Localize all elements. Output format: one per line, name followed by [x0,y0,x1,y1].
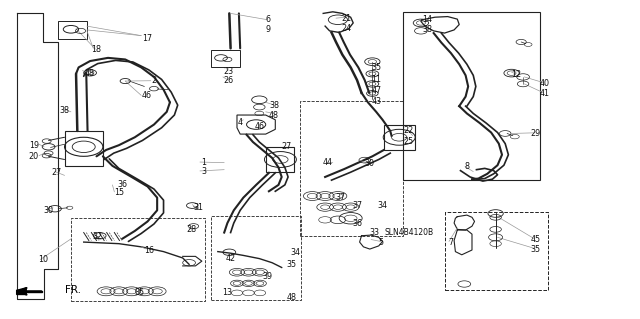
Text: 26: 26 [223,76,234,85]
Text: 12: 12 [511,70,522,79]
Text: 41: 41 [540,89,550,98]
Text: 40: 40 [540,79,550,88]
Text: 38: 38 [269,101,279,110]
Text: 17: 17 [143,34,152,43]
Text: 45: 45 [531,235,541,244]
Text: 44: 44 [323,158,333,167]
Text: 20: 20 [29,152,39,161]
Text: 2: 2 [152,76,157,85]
Text: 9: 9 [265,26,270,34]
Text: 38: 38 [422,26,432,34]
Text: 37: 37 [352,201,362,210]
Text: 23: 23 [223,67,234,76]
Polygon shape [17,291,42,292]
Text: 29: 29 [531,129,541,138]
Text: 35: 35 [135,288,145,297]
Text: 30: 30 [44,206,54,215]
Bar [403,12,540,180]
Text: 27: 27 [52,168,62,177]
Text: 35: 35 [531,245,541,254]
Text: 47: 47 [371,86,381,95]
Text: 3: 3 [201,167,206,176]
Text: 14: 14 [422,15,432,24]
Text: 48: 48 [269,111,279,120]
Text: 30: 30 [365,159,375,168]
Bar [58,21,87,39]
Text: 36: 36 [352,219,362,228]
Bar [211,216,301,300]
Bar [211,50,240,67]
Text: SLN4B4120B: SLN4B4120B [385,228,434,237]
Bar [445,211,548,290]
Text: 34: 34 [378,201,388,210]
Text: 46: 46 [141,92,151,100]
Text: 10: 10 [38,255,48,264]
Text: 4: 4 [237,117,243,127]
Text: 6: 6 [265,15,270,24]
Text: 35: 35 [286,260,296,269]
Text: 46: 46 [254,122,264,131]
Text: 8: 8 [465,162,469,171]
Text: 22: 22 [403,126,413,135]
Text: 48: 48 [85,69,95,78]
Text: 5: 5 [378,238,383,247]
Polygon shape [17,288,26,294]
Text: 32: 32 [93,232,103,241]
Text: 27: 27 [282,142,292,151]
Bar [71,218,205,301]
Text: 39: 39 [262,272,273,281]
Bar [300,101,403,236]
Text: 37: 37 [335,193,346,202]
Text: 48: 48 [286,293,296,302]
Text: 7: 7 [449,238,454,247]
Text: 35: 35 [371,63,381,72]
Text: 16: 16 [144,246,154,255]
Text: 33: 33 [369,228,380,237]
Text: 31: 31 [194,203,204,212]
Text: 13: 13 [223,288,232,297]
Text: 18: 18 [92,45,102,55]
Text: 24: 24 [342,24,352,33]
Text: 28: 28 [186,225,196,234]
Text: 43: 43 [371,97,381,106]
Text: 34: 34 [291,248,301,257]
Text: 25: 25 [403,137,413,145]
Text: 15: 15 [114,188,124,197]
Text: FR.: FR. [65,285,81,295]
Text: 19: 19 [29,141,39,150]
Text: 11: 11 [371,75,381,84]
Text: 42: 42 [225,254,236,263]
Text: 1: 1 [201,158,206,167]
Text: 38: 38 [60,106,70,115]
Text: 36: 36 [117,181,127,189]
Text: 21: 21 [342,14,352,23]
